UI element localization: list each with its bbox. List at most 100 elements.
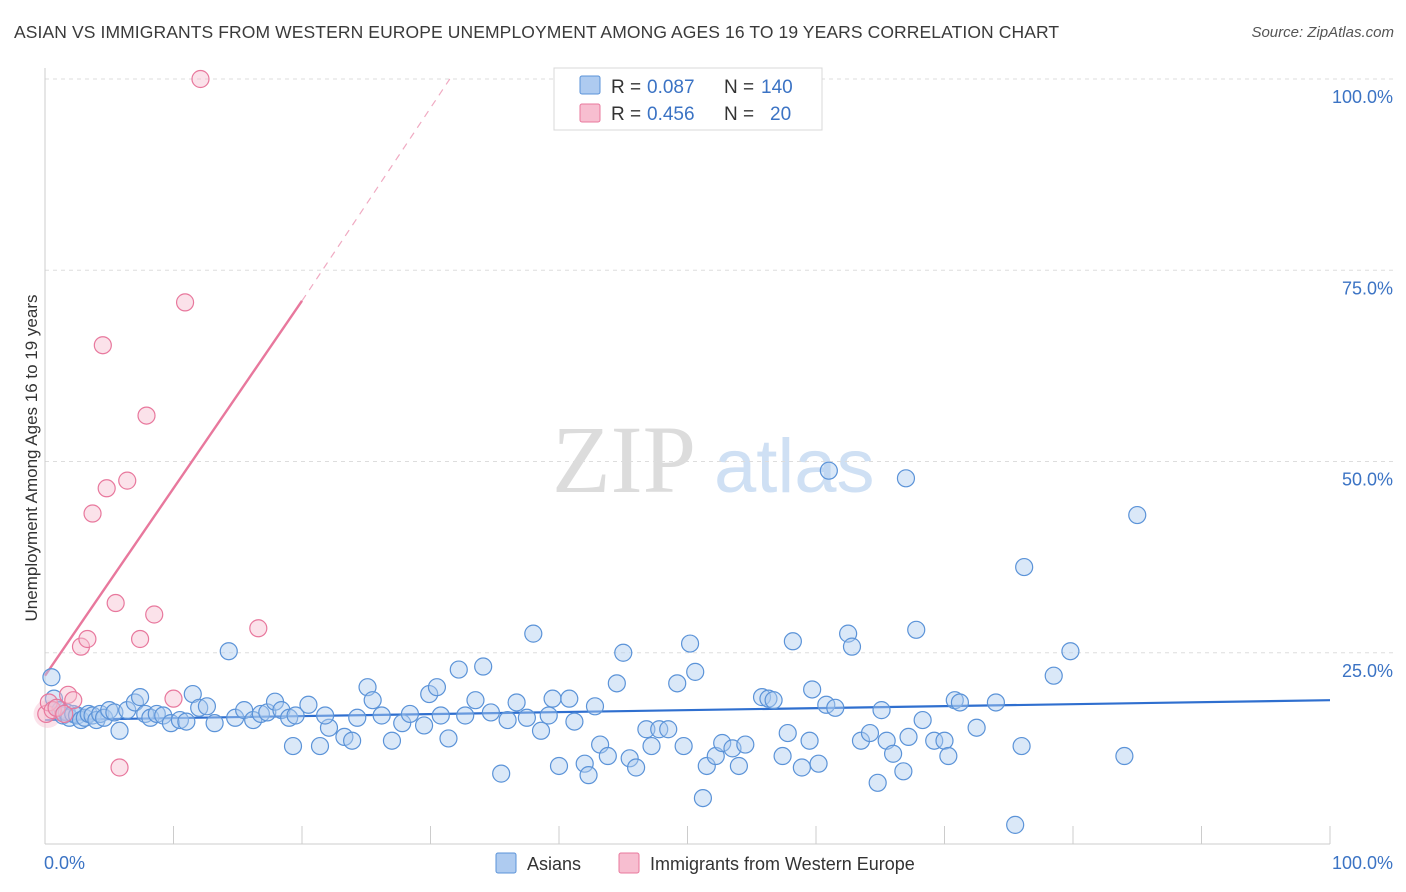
immig-point-14 [118,471,137,490]
legend-n-label-1: N = [724,77,754,98]
asian-point-80 [585,697,605,716]
asian-point-120 [872,701,891,720]
immig-point-12 [106,593,125,613]
asian-point-49 [343,731,362,750]
immig-point-16 [137,406,156,425]
asian-point-104 [764,691,783,710]
y-axis-label: Unemployment Among Ages 16 to 19 years [22,295,41,622]
asian-point-118 [860,723,880,743]
asian-point-119 [868,773,887,792]
asian-point-122 [883,744,903,763]
asian-point-113 [819,461,838,480]
asian-point-134 [986,693,1006,712]
asian-point-91 [668,674,687,693]
y-tick-label-0: 25.0% [1342,661,1393,681]
asian-point-45 [310,736,330,756]
asian-point-93 [680,634,700,653]
asian-point-124 [899,727,918,747]
asian-point-88 [642,736,661,756]
asian-point-58 [420,684,439,704]
asian-point-18 [110,721,129,740]
legend-n-label-2: N = [724,104,754,125]
asian-point-68 [498,710,517,730]
legend-r-value-1: 0.087 [647,77,695,98]
asian-point-140 [1115,746,1134,766]
bottom-legend-asians: Asians [527,854,581,874]
asian-point-59 [427,678,447,697]
asian-point-106 [778,723,797,743]
source-credit: Source: ZipAtlas.com [1251,24,1394,41]
immig-point-6 [64,691,83,710]
asian-point-82 [598,746,617,766]
asian-point-136 [1012,736,1031,756]
asian-point-71 [524,624,543,643]
asian-point-57 [414,716,434,735]
asian-point-60 [431,706,450,725]
asian-point-125 [896,469,916,488]
gridlines [45,78,1393,654]
legend-n-value-2: 20 [770,104,791,125]
asian-point-52 [363,691,382,710]
asian-point-61 [439,729,458,748]
asian-point-132 [950,693,970,712]
asian-point-105 [773,746,792,766]
asian-point-96 [693,788,713,808]
asian-point-73 [539,706,558,725]
asian-point-139 [1061,642,1080,661]
asian-point-128 [925,731,944,750]
asian-point-70 [517,708,536,727]
immig-point-15 [130,629,150,649]
asian-point-31 [197,697,217,716]
asian-point-133 [967,718,986,737]
asian-point-126 [907,620,926,639]
y-tick-label-3: 100.0% [1332,87,1393,107]
asian-point-108 [792,758,811,777]
immig-point-10 [93,336,112,355]
immig-point-4 [55,704,74,724]
asian-point-84 [614,643,633,662]
asian-point-130 [939,746,958,766]
asian-point-54 [382,731,402,750]
immig-point-17 [145,605,164,624]
asian-point-129 [935,731,954,750]
legend-r-value-2: 0.456 [647,104,695,125]
data-points [33,69,1147,834]
trend-lines [44,78,1331,722]
asian-point-78 [575,754,594,773]
asian-point-37 [251,704,270,724]
asian-point-83 [607,674,626,693]
asian-point-19 [118,701,137,720]
asian-point-102 [752,688,772,707]
immig-point-18 [164,689,183,708]
asian-point-24 [147,704,166,724]
asian-point-75 [549,756,569,776]
watermark-zip: ZIP [552,406,696,513]
immig-point-8 [78,629,97,649]
asian-point-65 [474,657,493,676]
asian-point-94 [686,662,705,681]
immig-point-19 [175,293,195,312]
immig-point-21 [249,619,268,638]
asian-point-92 [674,736,693,756]
legend-r-label-1: R = [611,77,641,98]
chart-title: ASIAN VS IMMIGRANTS FROM WESTERN EUROPE … [14,22,1060,42]
asian-point-47 [316,706,335,725]
asian-point-95 [697,756,716,776]
legend-swatch-asian [579,75,601,95]
asian-point-32 [205,714,224,733]
asian-point-86 [626,758,646,777]
legend-n-value-1: 140 [761,77,793,98]
asian-point-62 [449,660,468,679]
asian-point-74 [543,689,562,708]
asian-point-137 [1015,557,1034,577]
asian-point-50 [348,708,367,727]
series-legend: Asians Immigrants from Western Europe [495,852,915,874]
asian-point-101 [736,735,755,754]
legend-r-label-2: R = [611,104,641,125]
asian-point-72 [531,721,551,740]
asian-point-69 [507,693,526,712]
asian-point-63 [456,706,475,725]
asian-point-30 [190,698,209,717]
asian-point-44 [299,695,318,714]
